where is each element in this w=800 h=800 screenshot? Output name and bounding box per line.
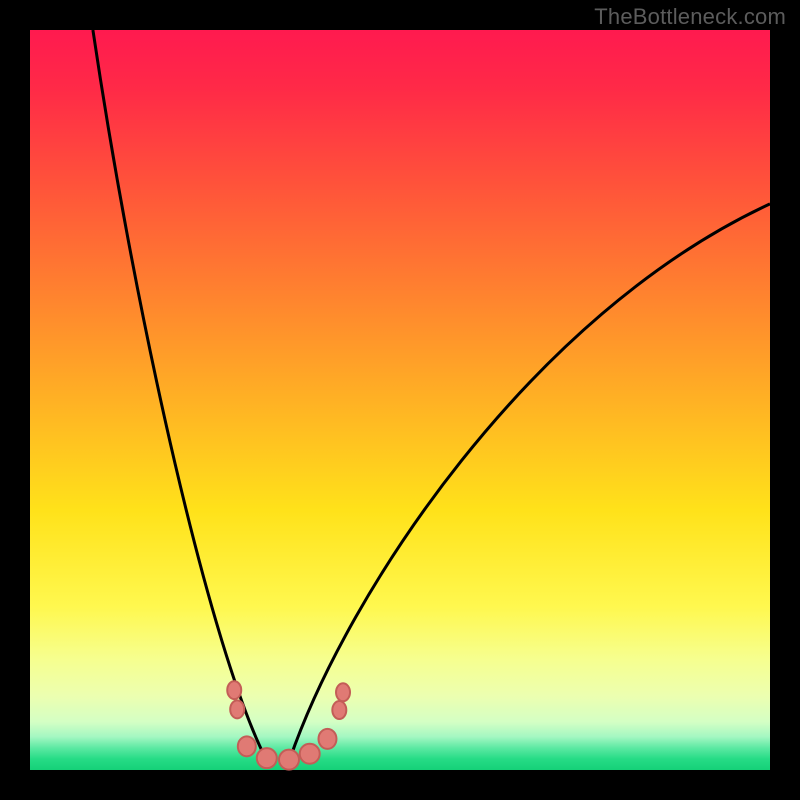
chart-container: TheBottleneck.com <box>0 0 800 800</box>
marker-point <box>318 729 336 749</box>
plot-area <box>30 30 770 770</box>
marker-point <box>230 700 244 718</box>
marker-point <box>227 681 241 699</box>
marker-point <box>238 736 256 756</box>
chart-svg <box>0 0 800 800</box>
watermark-text: TheBottleneck.com <box>594 4 786 30</box>
marker-point <box>332 701 346 719</box>
marker-point <box>257 748 277 768</box>
marker-point <box>279 750 299 770</box>
marker-point <box>300 744 320 764</box>
marker-point <box>336 683 350 701</box>
